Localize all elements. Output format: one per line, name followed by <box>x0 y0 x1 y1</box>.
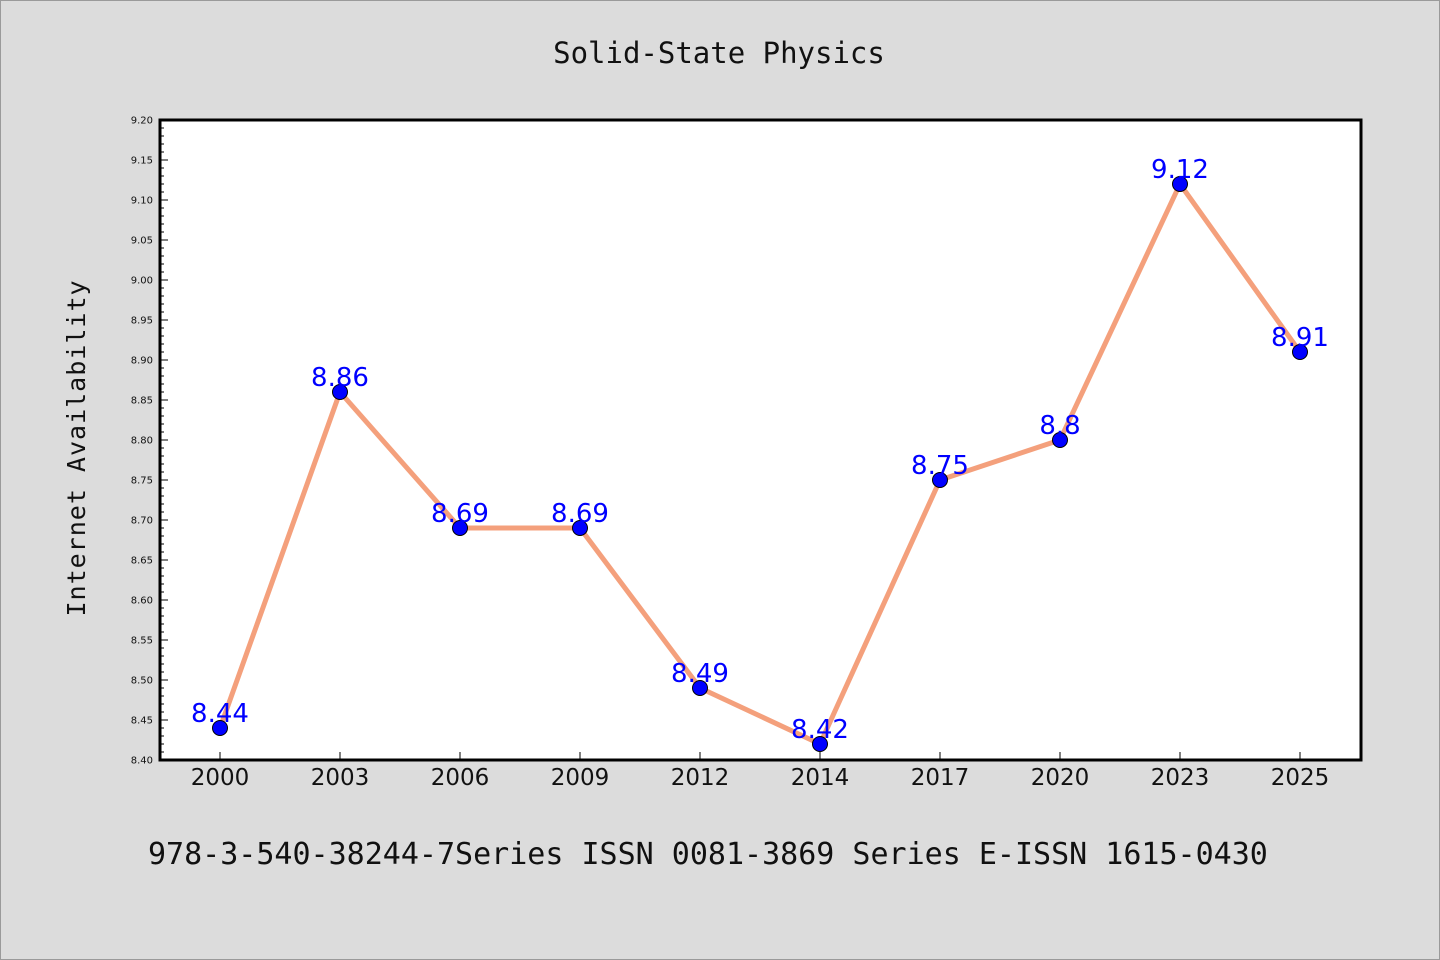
data-label: 8.8 <box>1039 411 1080 441</box>
data-label: 8.44 <box>191 699 249 729</box>
y-tick-label: 9.15 <box>131 156 153 167</box>
x-tick-label: 2006 <box>431 765 490 791</box>
data-label: 8.86 <box>311 363 369 393</box>
y-axis: 8.40 8.45 8.50 8.55 8.60 8.65 8.70 8.75 8.80 8.85… <box>131 116 168 767</box>
chart-title: Solid-State Physics <box>553 36 885 70</box>
data-labels-group: 8.44 8.86 8.69 8.69 8.49 8.42 8.75 8.8 9.12 8.91 <box>191 155 1329 745</box>
plot-area <box>158 118 1363 762</box>
y-tick-label: 8.55 <box>131 636 153 647</box>
y-tick-label: 8.45 <box>131 716 153 727</box>
data-label: 8.42 <box>791 715 849 745</box>
y-tick-label: 9.00 <box>131 276 153 287</box>
x-tick-label: 2003 <box>311 765 370 791</box>
y-tick-label: 8.65 <box>131 556 153 567</box>
markers-group <box>212 176 1308 752</box>
data-point <box>1292 344 1308 360</box>
data-point <box>812 736 828 752</box>
y-tick-label: 9.10 <box>131 196 153 207</box>
data-label: 8.69 <box>431 499 489 529</box>
x-axis: 2000 2003 2006 2009 2012 2014 2017 2020 2023 2025 <box>191 752 1330 791</box>
y-tick-label: 8.75 <box>131 476 153 487</box>
data-label: 8.91 <box>1271 323 1329 353</box>
y-tick-label: 8.40 <box>131 756 153 767</box>
series-line <box>217 181 1303 747</box>
x-tick-label: 2020 <box>1031 765 1090 791</box>
y-tick-label: 8.50 <box>131 676 153 687</box>
data-label: 9.12 <box>1151 155 1209 185</box>
y-tick-label: 8.80 <box>131 436 153 447</box>
x-tick-label: 2000 <box>191 765 250 791</box>
x-tick-label: 2014 <box>791 765 850 791</box>
x-tick-label: 2009 <box>551 765 610 791</box>
y-tick-label: 8.60 <box>131 596 153 607</box>
y-tick-label: 8.85 <box>131 396 153 407</box>
data-point <box>452 520 468 536</box>
data-label: 8.69 <box>551 499 609 529</box>
data-point <box>572 520 588 536</box>
data-point <box>1052 432 1068 448</box>
footer-text: 978-3-540-38244-7Series ISSN 0081-3869 S… <box>148 837 1268 872</box>
y-tick-label: 9.05 <box>131 236 153 247</box>
data-label: 8.49 <box>671 659 729 689</box>
series-line-group <box>217 181 1303 747</box>
x-tick-label: 2012 <box>671 765 730 791</box>
data-point <box>332 384 348 400</box>
y-tick-label: 8.70 <box>131 516 153 527</box>
y-tick-label: 9.20 <box>131 116 153 127</box>
y-tick-label: 8.95 <box>131 316 153 327</box>
data-label: 8.75 <box>911 451 969 481</box>
y-axis-label: Internet Availability <box>62 279 91 616</box>
y-tick-label: 8.90 <box>131 356 153 367</box>
x-tick-label: 2025 <box>1271 765 1330 791</box>
x-tick-label: 2017 <box>911 765 970 791</box>
x-tick-label: 2023 <box>1151 765 1210 791</box>
data-point <box>212 720 228 736</box>
data-point <box>932 472 948 488</box>
data-point <box>692 680 708 696</box>
data-point <box>1172 176 1188 192</box>
